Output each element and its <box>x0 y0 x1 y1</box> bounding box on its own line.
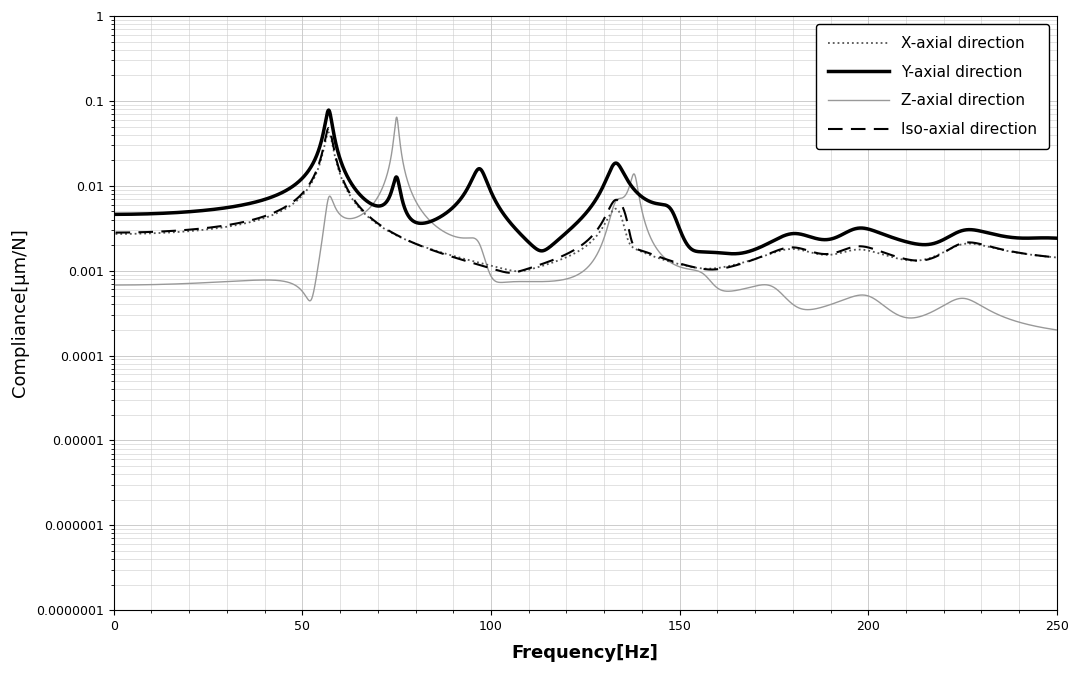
Line: Y-axial direction: Y-axial direction <box>116 110 1057 254</box>
Y-axial direction <box>1051 234 1064 242</box>
Y-axis label: Compliance[μm/N]: Compliance[μm/N] <box>11 229 29 398</box>
X-axial direction <box>322 129 335 137</box>
Iso-axial direction <box>157 227 170 236</box>
Iso-axial direction <box>807 248 820 256</box>
Y-axial direction <box>858 224 870 232</box>
Iso-axial direction <box>666 257 679 265</box>
Z-axial direction <box>1051 326 1064 334</box>
Legend: X-axial direction, Y-axial direction, Z-axial direction, Iso-axial direction: X-axial direction, Y-axial direction, Z-… <box>815 24 1050 149</box>
X-axial direction <box>512 267 525 275</box>
Z-axial direction <box>858 291 870 299</box>
Y-axial direction <box>807 234 820 242</box>
Z-axial direction <box>109 281 122 289</box>
Y-axial direction <box>727 250 740 258</box>
X-axial direction <box>1051 254 1064 262</box>
Z-axial direction <box>707 281 720 289</box>
Z-axial direction <box>666 260 679 268</box>
Y-axial direction <box>109 210 122 218</box>
Iso-axial direction <box>1051 254 1064 262</box>
Iso-axial direction <box>322 124 335 132</box>
Y-axial direction <box>157 209 170 217</box>
Y-axial direction <box>322 106 335 114</box>
X-axial direction <box>707 264 720 273</box>
Y-axial direction <box>666 208 679 216</box>
X-axis label: Frequency[Hz]: Frequency[Hz] <box>512 644 659 662</box>
X-axial direction <box>858 246 870 254</box>
X-axial direction <box>450 253 463 261</box>
Y-axial direction <box>707 248 720 256</box>
X-axial direction <box>666 258 679 267</box>
Line: Z-axial direction: Z-axial direction <box>116 117 1057 330</box>
Z-axial direction <box>390 113 403 121</box>
X-axial direction <box>109 230 122 238</box>
Iso-axial direction <box>109 229 122 237</box>
Z-axial direction <box>157 281 170 289</box>
Y-axial direction <box>450 200 463 208</box>
Z-axial direction <box>450 233 463 241</box>
Iso-axial direction <box>504 269 517 277</box>
X-axial direction <box>157 229 170 237</box>
Line: Iso-axial direction: Iso-axial direction <box>116 128 1057 273</box>
Iso-axial direction <box>707 265 720 273</box>
Line: X-axial direction: X-axial direction <box>116 133 1057 271</box>
Z-axial direction <box>807 305 820 313</box>
Iso-axial direction <box>450 254 463 262</box>
Iso-axial direction <box>858 242 870 250</box>
X-axial direction <box>807 249 820 257</box>
